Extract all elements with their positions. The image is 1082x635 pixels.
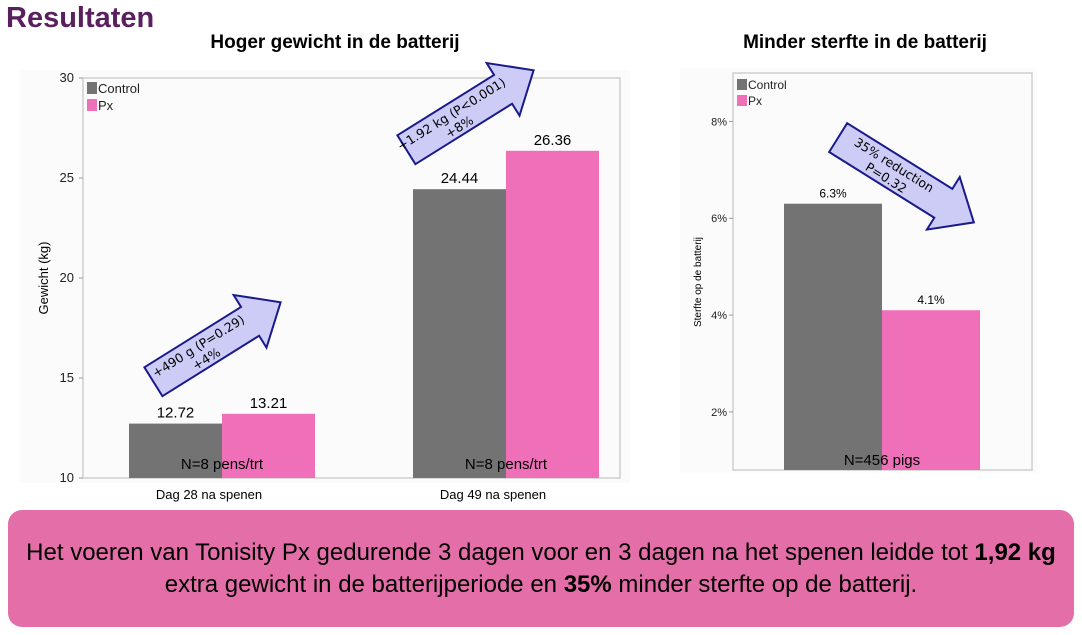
arrow-shape — [143, 293, 282, 398]
legend-label-px: Px — [98, 98, 114, 113]
chart-title-weight: Hoger gewicht in de batterij — [210, 32, 460, 53]
page-title: Resultaten — [6, 2, 155, 34]
y-tick-label: 2% — [711, 407, 727, 419]
legend-swatch-control — [87, 82, 97, 94]
summary-part2: extra gewicht in de batterijperiode en — [164, 570, 564, 598]
legend-swatch-px — [737, 95, 747, 106]
legend-label-px: Px — [748, 94, 762, 108]
y-tick-label: 8% — [711, 116, 727, 128]
y-tick-label: 15 — [60, 370, 74, 385]
summary-bold-weight: 1,92 kg — [974, 538, 1056, 566]
bar-control-1 — [129, 423, 222, 478]
summary-text: Het voeren van Tonisity Px gedurende 3 d… — [18, 537, 1064, 601]
summary-bold-mortality: 35% — [563, 570, 612, 598]
legend-swatch-control — [737, 79, 747, 90]
n-label: N=8 pens/trt — [181, 456, 264, 473]
arrow-shape — [827, 121, 976, 231]
y-axis-label: Sterfte op de batterij — [693, 237, 704, 327]
bar-px-1 — [222, 413, 315, 478]
bar-value-label: 12.72 — [157, 405, 195, 422]
summary-part3: minder sterfte op de batterij. — [611, 570, 918, 598]
y-tick-label: 25 — [60, 170, 74, 185]
bar-px — [882, 310, 980, 470]
legend-label-control: Control — [98, 81, 140, 96]
y-tick-label: 30 — [60, 70, 74, 85]
bar-value-label: 6.3% — [819, 187, 847, 201]
arrow-shape — [396, 61, 535, 166]
legend-label-control: Control — [748, 78, 787, 92]
chart-title-mortality: Minder sterfte in de batterij — [743, 32, 987, 53]
x-category-label: Dag 28 na spenen — [156, 487, 262, 502]
bar-value-label: 13.21 — [250, 395, 288, 412]
bar-px-2 — [506, 150, 599, 479]
x-category-label: Dag 49 na spenen — [440, 487, 546, 502]
n-label: N=456 pigs — [844, 452, 920, 469]
bar-control-2 — [413, 189, 506, 478]
legend-swatch-px — [87, 99, 97, 111]
bar-value-label: 24.44 — [441, 170, 479, 187]
summary-part1: Het voeren van Tonisity Px gedurende 3 d… — [26, 538, 975, 566]
y-tick-label: 4% — [711, 310, 727, 322]
bar-value-label: 26.36 — [534, 132, 572, 149]
y-tick-label: 6% — [711, 213, 727, 225]
bar-control — [784, 203, 882, 470]
y-axis-label: Gewicht (kg) — [36, 242, 51, 315]
y-tick-label: 10 — [60, 470, 74, 485]
bar-value-label: 4.1% — [917, 293, 945, 307]
summary-box: Het voeren van Tonisity Px gedurende 3 d… — [8, 510, 1074, 627]
n-label: N=8 pens/trt — [465, 456, 548, 473]
y-tick-label: 20 — [60, 270, 74, 285]
